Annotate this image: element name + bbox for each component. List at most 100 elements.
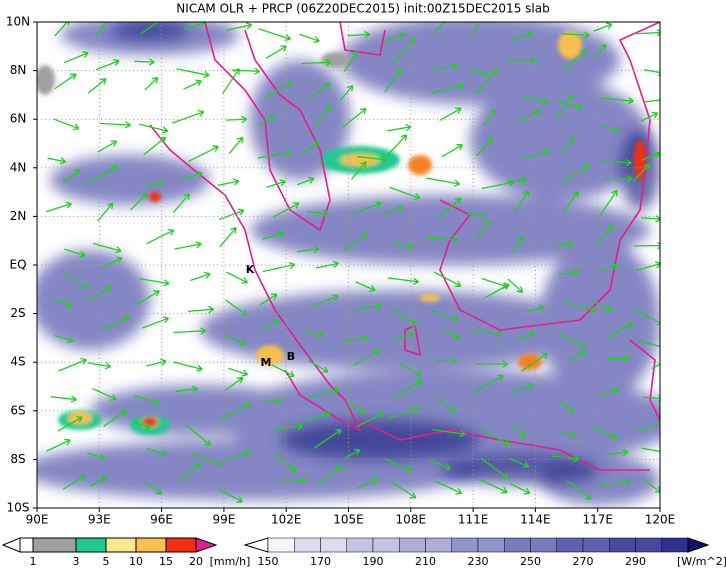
wind-arrow bbox=[64, 248, 86, 258]
olr-tick-label: 190 bbox=[363, 555, 384, 568]
wind-arrow bbox=[92, 242, 122, 254]
colorbar-cell bbox=[294, 537, 321, 553]
wind-arrow bbox=[386, 134, 408, 157]
wind-arrow bbox=[171, 109, 205, 124]
wind-arrow bbox=[144, 76, 159, 91]
colorbar-cell bbox=[372, 537, 400, 553]
wind-arrow bbox=[384, 458, 412, 472]
lon-label: 114E bbox=[520, 513, 551, 527]
colorbar-cell bbox=[425, 537, 452, 553]
wind-arrow bbox=[592, 300, 612, 312]
olr-tick-label: 270 bbox=[573, 555, 594, 568]
wind-arrow bbox=[523, 149, 550, 160]
wind-arrow bbox=[95, 59, 120, 71]
wind-arrow bbox=[399, 363, 422, 377]
wind-arrow bbox=[228, 367, 249, 377]
wind-arrow bbox=[636, 423, 660, 433]
wind-arrow bbox=[138, 123, 169, 134]
wind-arrow bbox=[274, 476, 307, 484]
wind-arrow bbox=[429, 459, 451, 471]
colorbar-end bbox=[687, 537, 710, 553]
wind-arrow bbox=[145, 480, 163, 495]
wind-arrow bbox=[641, 151, 660, 161]
wind-arrow bbox=[223, 334, 247, 347]
wind-arrow bbox=[479, 478, 508, 494]
colorbar-cell bbox=[267, 537, 295, 553]
lat-label: 4N bbox=[10, 160, 27, 174]
colorbar-cell bbox=[346, 537, 374, 553]
wind-arrow bbox=[260, 397, 282, 405]
wind-arrow bbox=[514, 190, 530, 213]
wind-arrow bbox=[507, 278, 524, 294]
lat-label: 6N bbox=[10, 112, 27, 126]
prcp-tick-label: 10 bbox=[129, 555, 143, 568]
wind-arrow bbox=[299, 33, 320, 44]
wind-arrow bbox=[558, 100, 583, 110]
wind-arrow bbox=[475, 374, 504, 392]
wind-arrow bbox=[219, 208, 245, 221]
wind-arrow bbox=[46, 438, 71, 452]
prcp-field bbox=[37, 31, 646, 435]
wind-arrow bbox=[146, 448, 168, 457]
wind-arrow bbox=[53, 118, 80, 131]
wind-arrow bbox=[88, 285, 113, 301]
wind-arrow bbox=[558, 430, 578, 439]
wind-arrow bbox=[226, 115, 248, 123]
olr-tick-label: 250 bbox=[520, 555, 541, 568]
wind-arrow bbox=[425, 235, 458, 244]
wind-arrow bbox=[393, 242, 414, 250]
wind-arrow bbox=[387, 123, 412, 132]
wind-arrow bbox=[526, 304, 546, 313]
wind-arrow bbox=[471, 22, 482, 34]
wind-arrow bbox=[135, 290, 160, 306]
wind-arrow bbox=[439, 107, 462, 122]
wind-arrow bbox=[599, 387, 620, 397]
wind-arrow bbox=[130, 192, 148, 211]
lon-label: 93E bbox=[88, 513, 111, 527]
lat-label: 8N bbox=[10, 63, 27, 77]
wind-arrow bbox=[263, 81, 294, 99]
wind-arrow bbox=[590, 425, 618, 440]
wind-arrow bbox=[390, 481, 417, 499]
wind-arrow bbox=[309, 294, 339, 308]
prcp-tick-label: 1 bbox=[30, 555, 37, 568]
wind-arrow bbox=[310, 82, 332, 98]
wind-arrow bbox=[606, 322, 634, 339]
wind-arrow bbox=[593, 43, 607, 59]
olr-tick-label: 150 bbox=[258, 555, 279, 568]
wind-arrow bbox=[272, 422, 304, 431]
wind-arrow bbox=[313, 428, 342, 449]
wind-arrow bbox=[223, 449, 251, 461]
olr-deep bbox=[110, 22, 660, 485]
wind-arrow bbox=[606, 354, 630, 363]
wind-arrow bbox=[54, 334, 74, 344]
wind-arrow bbox=[640, 111, 659, 122]
wind-arrow bbox=[305, 411, 331, 422]
wind-arrow bbox=[353, 302, 382, 311]
colorbar-cell bbox=[556, 537, 584, 553]
coastlines bbox=[149, 22, 660, 471]
colorbar-cell bbox=[635, 537, 662, 553]
wind-arrow bbox=[226, 271, 248, 284]
wind-arrow bbox=[87, 78, 107, 94]
wind-arrow bbox=[140, 22, 165, 35]
wind-arrow bbox=[176, 462, 201, 482]
lat-label: 6S bbox=[10, 403, 25, 417]
wind-arrow bbox=[316, 465, 343, 485]
prcp-colorbar: [mm/h] 1 3 5 10 15 20 bbox=[1, 537, 250, 568]
wind-arrow bbox=[564, 301, 597, 314]
wind-arrow bbox=[138, 277, 170, 287]
wind-arrow bbox=[100, 121, 131, 129]
wind-arrow bbox=[50, 395, 77, 403]
wind-arrow bbox=[651, 363, 660, 370]
wind-arrow bbox=[441, 143, 463, 158]
wind-arrow bbox=[315, 260, 339, 269]
station-label: K bbox=[246, 263, 255, 276]
olr-tick-label: 290 bbox=[625, 555, 646, 568]
wind-arrow bbox=[145, 179, 165, 188]
colorbar-cell bbox=[320, 537, 347, 553]
wind-arrow bbox=[258, 28, 291, 42]
olr-tick-label: 230 bbox=[468, 555, 489, 568]
wind-arrow bbox=[435, 480, 463, 495]
wind-arrow bbox=[480, 457, 509, 479]
